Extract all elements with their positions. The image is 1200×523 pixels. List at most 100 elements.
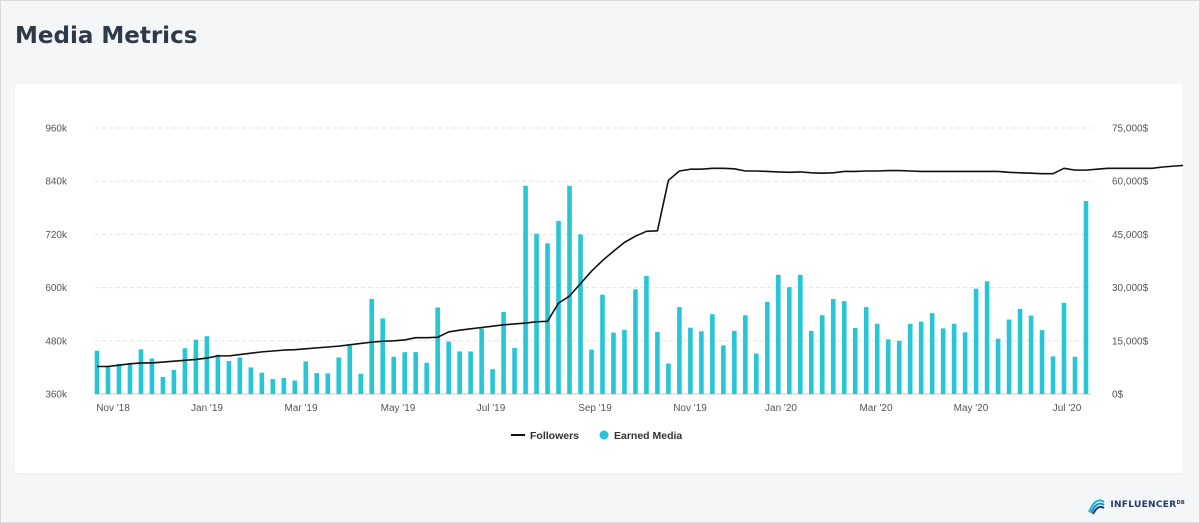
left-axis-tick-label: 840k bbox=[45, 177, 68, 188]
earned-media-bar bbox=[391, 356, 396, 394]
x-axis-tick-label: Jan '20 bbox=[765, 403, 797, 414]
earned-media-bar bbox=[325, 373, 331, 394]
earned-media-bar bbox=[479, 328, 484, 394]
earned-media-bar bbox=[567, 185, 572, 394]
earned-media-bar bbox=[512, 347, 517, 394]
earned-media-bar bbox=[754, 353, 759, 394]
earned-media-bar bbox=[468, 351, 473, 394]
earned-media-bar bbox=[303, 361, 309, 394]
earned-media-bar bbox=[841, 301, 847, 394]
earned-media-bar bbox=[1083, 201, 1089, 394]
earned-media-bar bbox=[424, 362, 429, 394]
earned-media-bar bbox=[160, 376, 166, 394]
right-axis-tick-label: 75,000$ bbox=[1112, 124, 1149, 135]
x-axis-tick-label: Mar '19 bbox=[284, 403, 317, 414]
earned-media-bar bbox=[688, 327, 693, 394]
earned-media-bar bbox=[732, 330, 737, 394]
earned-media-bar bbox=[248, 367, 254, 394]
earned-media-bar bbox=[611, 332, 616, 394]
earned-media-bar bbox=[863, 307, 869, 394]
earned-media-bar bbox=[830, 298, 836, 394]
left-axis-tick-label: 960k bbox=[45, 124, 68, 135]
x-axis-tick-label: Jul '20 bbox=[1053, 403, 1082, 414]
earned-media-bar bbox=[797, 274, 803, 394]
earned-media-bar bbox=[259, 372, 265, 394]
left-axis-tick-label: 720k bbox=[45, 230, 68, 241]
media-metrics-card: 960k 75,000$ 840k 60,000$ 720k 45,000$ 600k 30,… bbox=[15, 84, 1183, 473]
logo-wordmark: INFLUENCERDB bbox=[1110, 500, 1185, 510]
earned-media-bar bbox=[951, 323, 957, 394]
earned-media-bar bbox=[578, 234, 583, 394]
earned-media-bar bbox=[127, 363, 133, 394]
x-axis-tick-label: Nov '19 bbox=[673, 403, 707, 414]
earned-media-bar bbox=[1072, 356, 1078, 394]
earned-media-bar bbox=[644, 275, 649, 394]
earned-media-bar bbox=[819, 315, 825, 394]
earned-media-bar bbox=[116, 363, 122, 394]
earned-media-bar bbox=[457, 351, 462, 394]
x-axis-tick-label: Nov '18 bbox=[96, 403, 130, 414]
right-axis-tick-label: 15,000$ bbox=[1112, 336, 1149, 347]
earned-media-bar bbox=[885, 339, 891, 394]
earned-media-bar bbox=[336, 357, 342, 394]
earned-media-bar bbox=[995, 338, 1001, 394]
earned-media-bar bbox=[984, 281, 990, 394]
earned-media-bar bbox=[446, 341, 451, 394]
earned-media-bar bbox=[666, 363, 671, 394]
earned-media-bar bbox=[215, 354, 221, 394]
x-axis-tick-label: Sep '19 bbox=[578, 403, 612, 414]
left-axis-tick-label: 600k bbox=[45, 283, 68, 294]
earned-media-bar bbox=[380, 318, 386, 394]
earned-media-bar bbox=[523, 185, 528, 394]
right-axis-tick-label: 60,000$ bbox=[1112, 177, 1149, 188]
x-axis-tick-label: Mar '20 bbox=[859, 403, 892, 414]
earned-media-bar bbox=[237, 357, 243, 394]
influencer-db-logo: INFLUENCERDB bbox=[1085, 494, 1185, 516]
right-axis-tick-label: 30,000$ bbox=[1112, 283, 1149, 294]
legend-earned-media-swatch[interactable] bbox=[599, 430, 609, 440]
earned-media-bar bbox=[622, 329, 627, 394]
earned-media-bar bbox=[138, 349, 144, 394]
followers-line bbox=[97, 164, 1183, 368]
earned-media-bar bbox=[347, 345, 353, 394]
earned-media-bar bbox=[171, 369, 177, 394]
earned-media-bar bbox=[1039, 330, 1045, 394]
earned-media-bar bbox=[874, 323, 880, 394]
earned-media-bar bbox=[1028, 315, 1034, 394]
earned-media-bar bbox=[402, 352, 407, 394]
x-axis-tick-label: May '19 bbox=[381, 403, 416, 414]
earned-media-bar bbox=[226, 361, 232, 394]
x-axis-tick-label: Jul '19 bbox=[477, 403, 506, 414]
earned-media-bar bbox=[633, 289, 638, 394]
earned-media-bar bbox=[314, 373, 320, 394]
earned-media-bar bbox=[182, 348, 188, 394]
earned-media-bar bbox=[600, 294, 605, 394]
earned-media-bar bbox=[358, 373, 364, 394]
earned-media-bar bbox=[369, 298, 375, 394]
earned-media-bar bbox=[743, 315, 748, 394]
left-axis-tick-label: 480k bbox=[45, 336, 68, 347]
earned-media-bar bbox=[556, 220, 561, 394]
earned-media-bar bbox=[1050, 356, 1056, 394]
earned-media-bar bbox=[896, 340, 902, 394]
earned-media-bar bbox=[94, 350, 100, 394]
earned-media-bar bbox=[776, 274, 781, 394]
earned-media-bar bbox=[589, 349, 594, 394]
earned-media-bar bbox=[413, 352, 418, 394]
x-axis-tick-label: May '20 bbox=[954, 403, 989, 414]
left-axis-tick-label: 360k bbox=[45, 390, 68, 401]
earned-media-bar bbox=[270, 379, 276, 394]
earned-media-bar bbox=[545, 243, 550, 394]
earned-media-bar bbox=[281, 378, 287, 394]
earned-media-bar bbox=[808, 330, 814, 394]
earned-media-bar bbox=[149, 358, 155, 394]
legend-followers-label[interactable]: Followers bbox=[530, 430, 579, 442]
earned-media-bar bbox=[292, 380, 298, 394]
right-axis-tick-label: 45,000$ bbox=[1112, 230, 1149, 241]
earned-media-bar bbox=[918, 321, 924, 394]
earned-media-bar bbox=[973, 288, 979, 394]
earned-media-bar bbox=[501, 312, 506, 394]
earned-media-bar bbox=[929, 313, 935, 394]
legend-earned-media-label[interactable]: Earned Media bbox=[614, 430, 682, 442]
earned-media-bar bbox=[105, 365, 111, 394]
